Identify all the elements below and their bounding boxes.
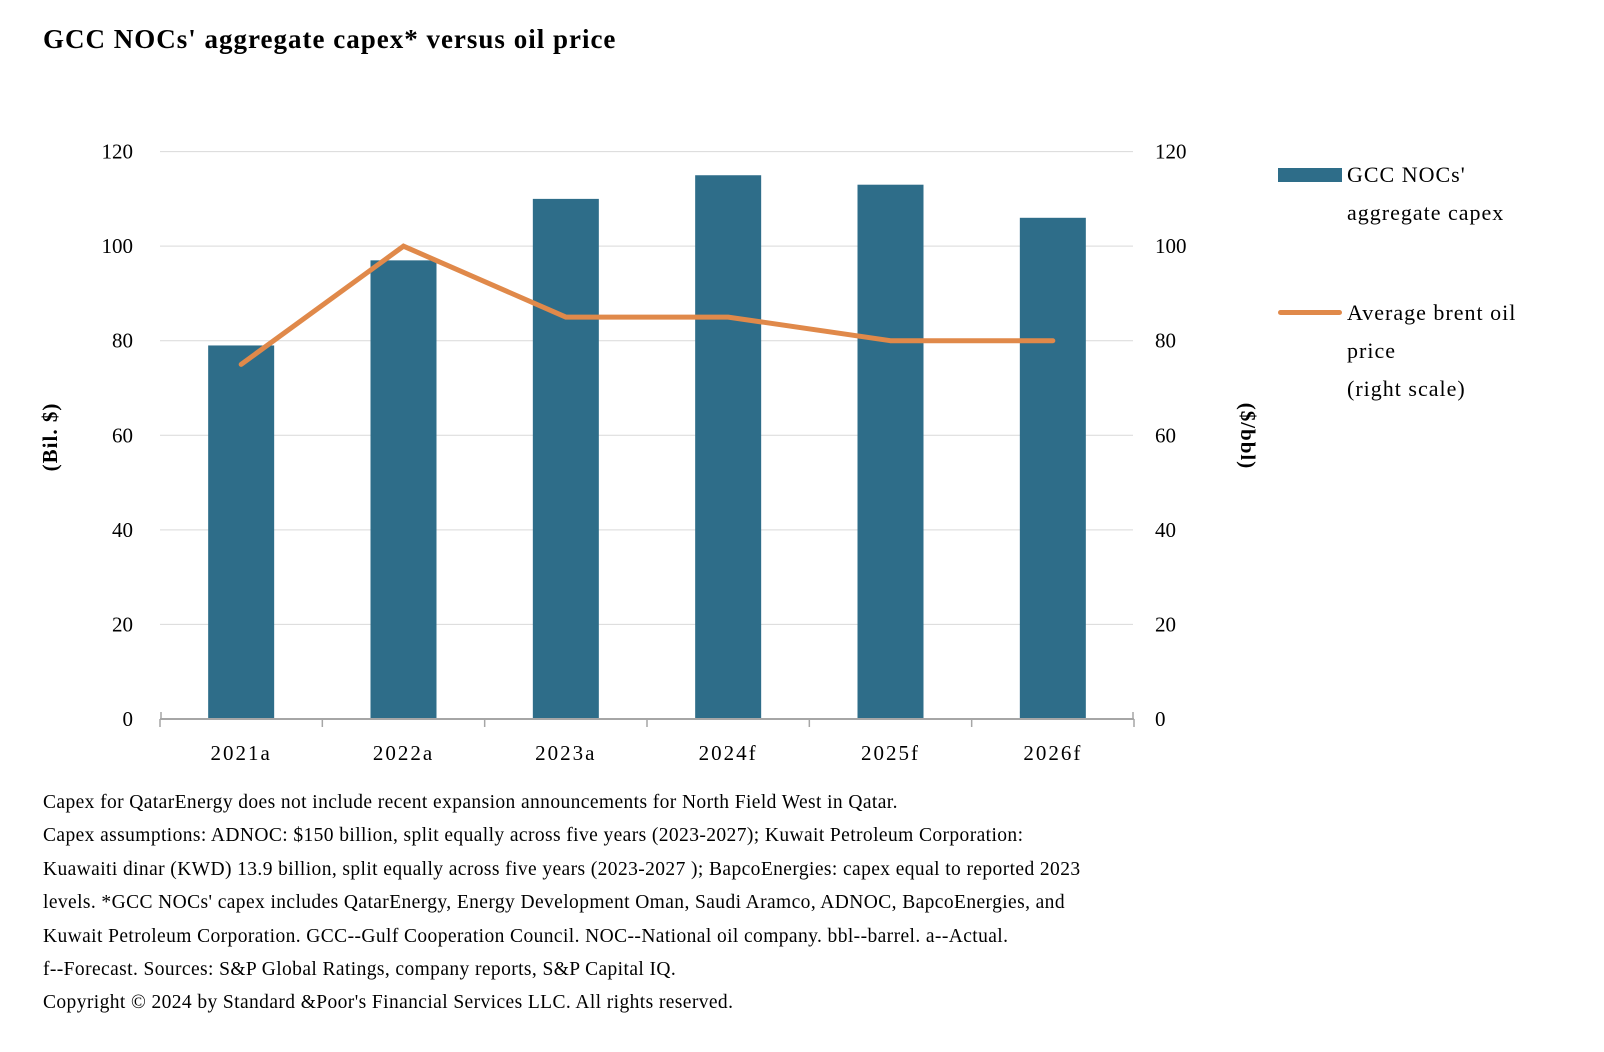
footnote-line: Kuwait Petroleum Corporation. GCC--Gulf … [43, 925, 1009, 947]
legend-label-line: aggregate capex [1347, 200, 1505, 225]
right-axis-tick-label: 100 [1155, 234, 1187, 258]
left-axis-tick-label: 100 [102, 234, 134, 258]
footnote-line: Copyright © 2024 by Standard &Poor's Fin… [43, 992, 734, 1014]
x-axis-label: 2025f [861, 741, 920, 765]
bar-2026f [1019, 217, 1086, 719]
left-axis-tick-label: 40 [112, 518, 133, 542]
right-axis-title: ($/bbl) [1236, 403, 1260, 470]
legend-label-line: (right scale) [1347, 376, 1466, 401]
bar-2024f [695, 175, 762, 719]
oil-price-line-swatch [1278, 310, 1342, 315]
x-axis-label: 2026f [1023, 741, 1082, 765]
left-axis-tick-label: 120 [102, 140, 134, 164]
legend-item-oil-price: Average brent oil price (right scale) [1278, 294, 1588, 408]
x-axis-label: 2021a [211, 741, 272, 765]
footnote-line: f--Forecast. Sources: S&P Global Ratings… [43, 959, 677, 981]
legend-label-oil-price: Average brent oil price (right scale) [1347, 294, 1516, 408]
right-axis-tick-label: 20 [1155, 612, 1176, 636]
oil-price-line [238, 243, 1056, 367]
chart-legend: GCC NOCs' aggregate capex Average brent … [1278, 156, 1588, 408]
footnote-line: levels. *GCC NOCs' capex includes QatarE… [43, 892, 1065, 914]
bar-2021a [208, 345, 275, 719]
left-axis-tick-label: 80 [112, 329, 133, 353]
footnote-line: Capex assumptions: ADNOC: $150 billion, … [43, 825, 1024, 847]
left-axis-title: (Bil. $) [38, 403, 62, 472]
legend-label-line: Average brent oil [1347, 300, 1517, 325]
right-axis-tick-label: 0 [1155, 707, 1166, 731]
legend-label-capex: GCC NOCs' aggregate capex [1347, 156, 1504, 232]
right-axis-tick-label: 40 [1155, 518, 1176, 542]
chart-title: GCC NOCs' aggregate capex* versus oil pr… [43, 24, 617, 54]
right-axis-tick-label: 60 [1155, 423, 1176, 447]
x-axis-label: 2024f [699, 741, 758, 765]
legend-label-line: GCC NOCs' [1347, 162, 1466, 187]
footnote-line: Capex for QatarEnergy does not include r… [43, 792, 898, 813]
x-axis-label: 2022a [373, 741, 434, 765]
left-axis-tick-label: 60 [112, 423, 133, 447]
right-axis-tick-label: 80 [1155, 329, 1176, 353]
bar-2025f [857, 184, 924, 719]
footnote-line: Kuawaiti dinar (KWD) 13.9 billion, split… [43, 858, 1081, 880]
bar-2022a [370, 260, 437, 719]
legend-item-capex: GCC NOCs' aggregate capex [1278, 156, 1588, 232]
right-axis-tick-label: 120 [1155, 140, 1187, 164]
left-axis-tick-label: 0 [123, 707, 134, 731]
bar-2023a [532, 198, 599, 720]
legend-label-line: price [1347, 338, 1396, 363]
left-axis-tick-label: 20 [112, 612, 133, 636]
footnotes: Capex for QatarEnergy does not include r… [43, 786, 1323, 1020]
x-axis-label: 2023a [535, 741, 596, 765]
capex-bar-swatch [1278, 168, 1342, 182]
capex-vs-oil-price-chart: 0 0 20 20 40 40 60 60 80 80 100 100 120 120 2021a 2022a… [38, 140, 1260, 765]
